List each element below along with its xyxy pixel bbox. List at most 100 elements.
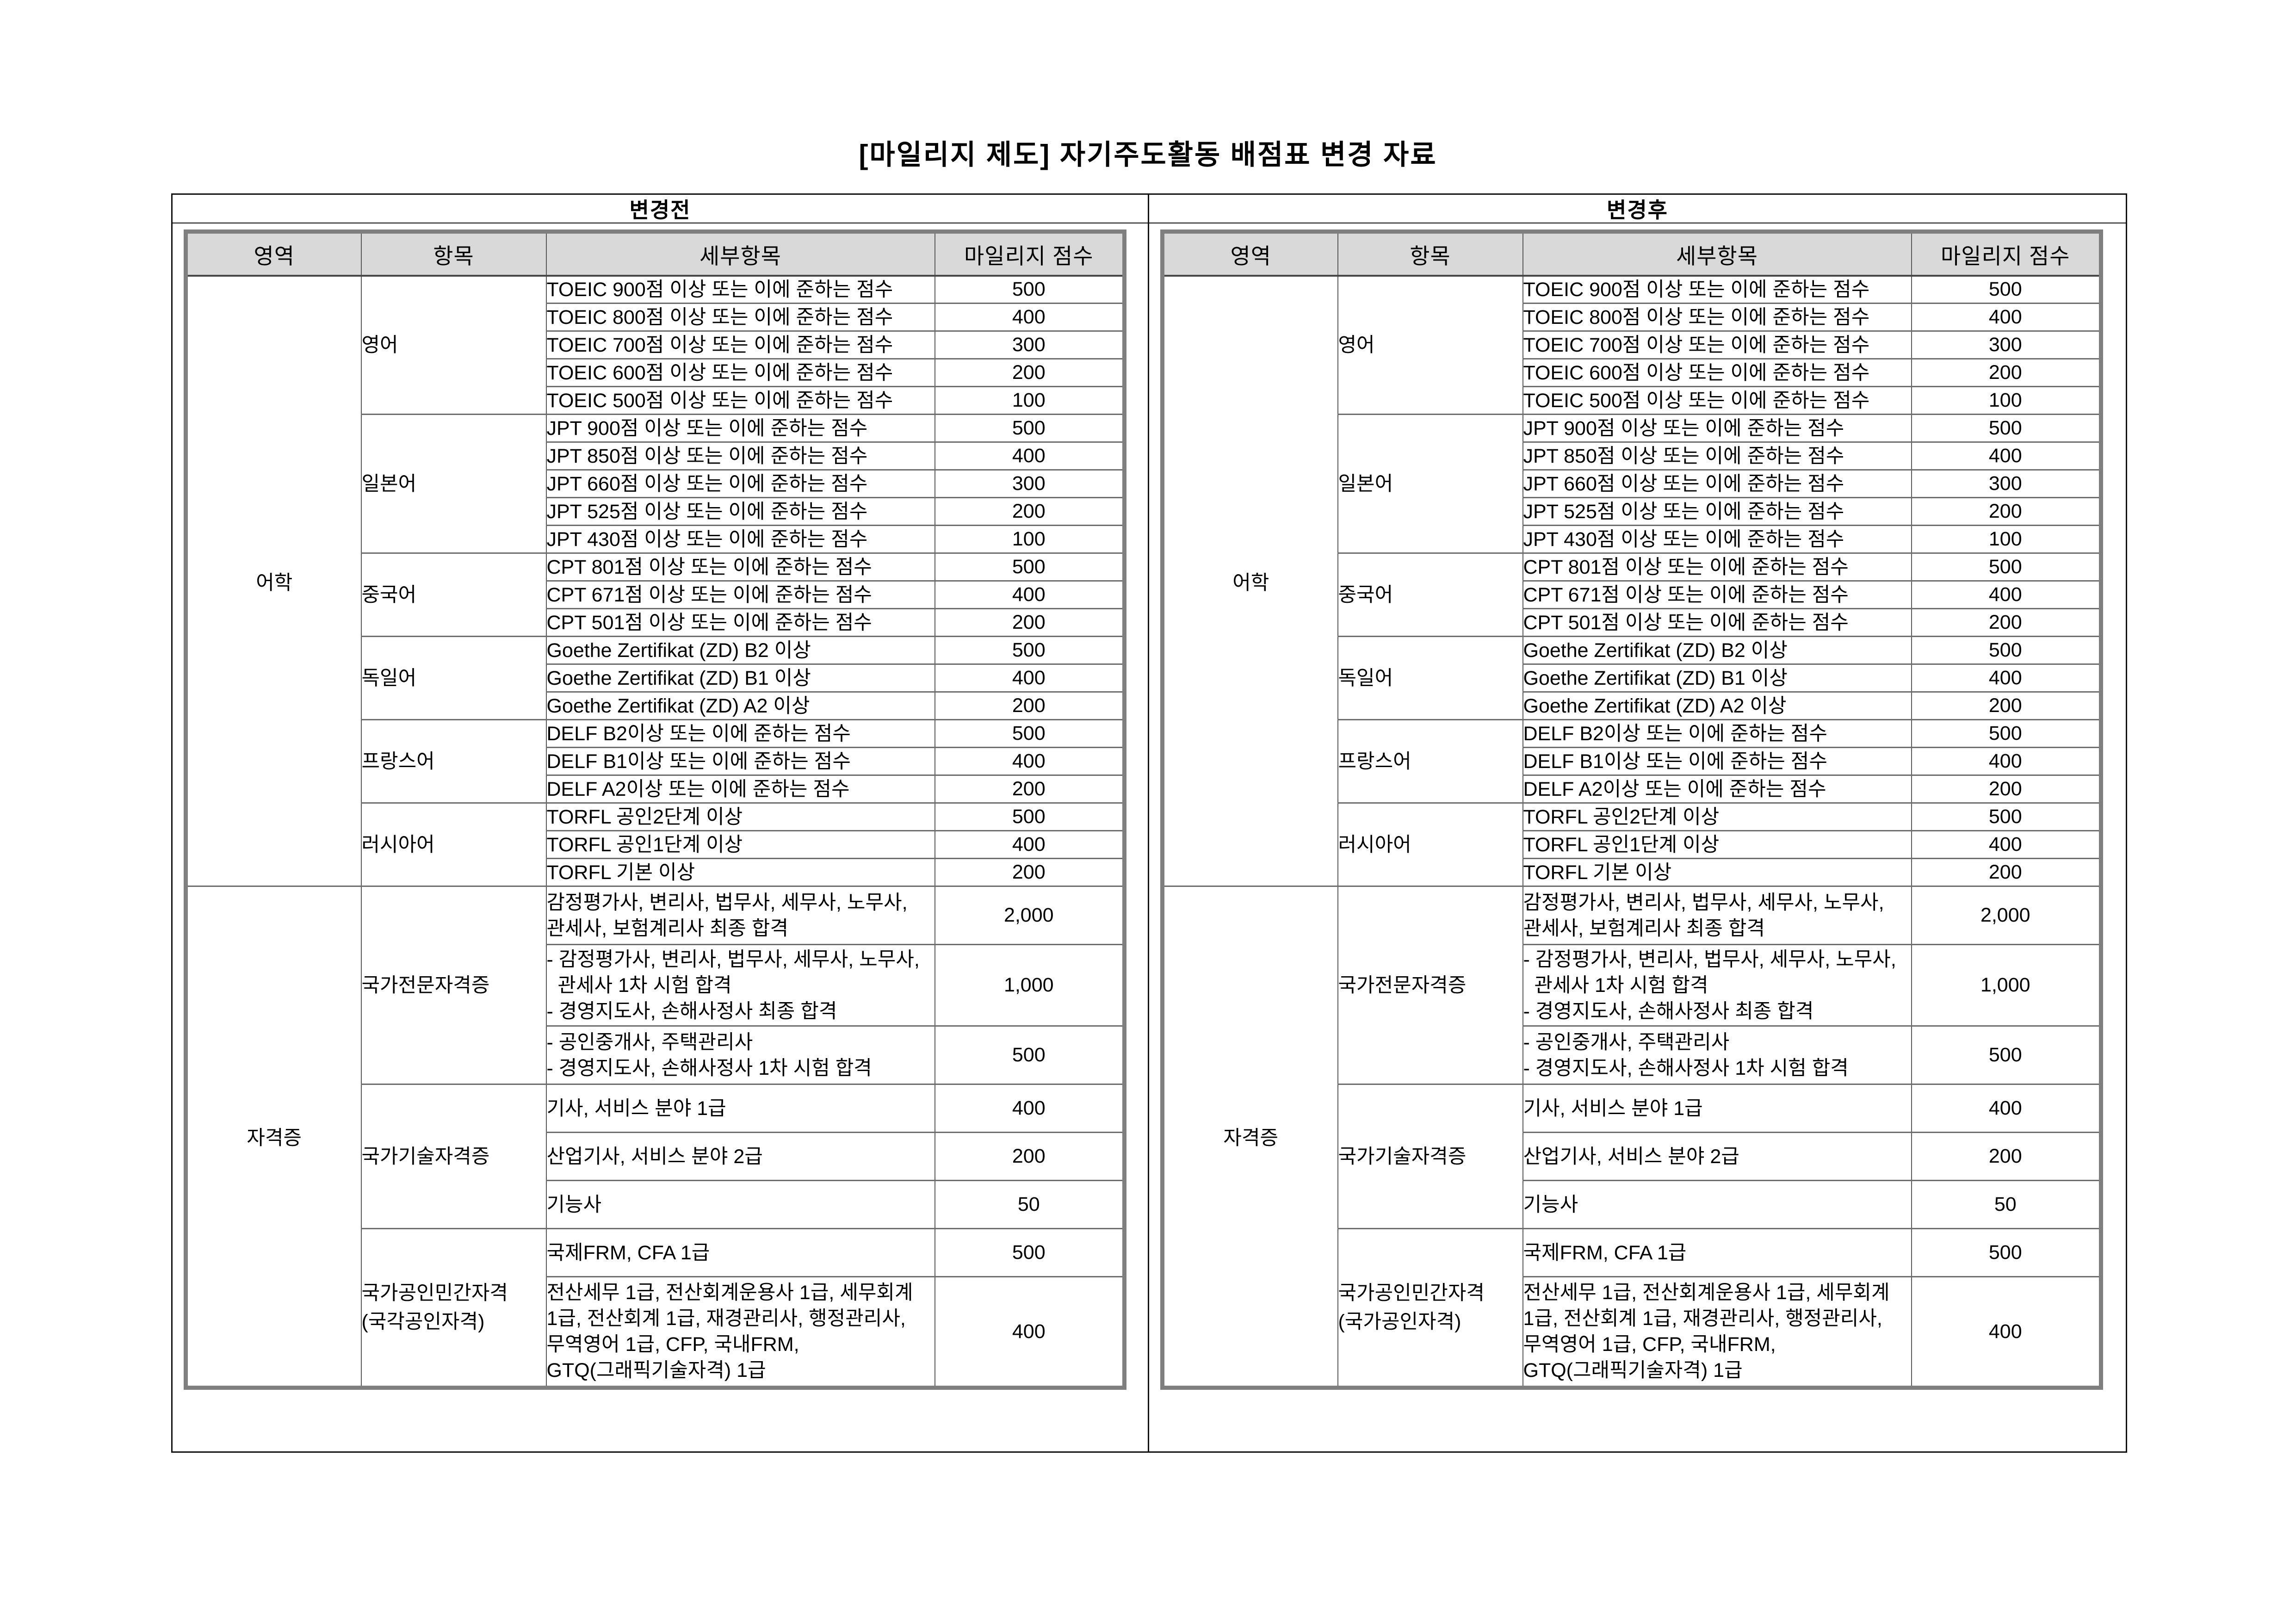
detail-cell: TORFL 공인2단계 이상 bbox=[1522, 802, 1912, 831]
score-cell: 500 bbox=[1911, 275, 2102, 304]
cell-line: GTQ(그래픽기술자격) 1급 bbox=[546, 1359, 766, 1381]
detail-cell: JPT 430점 이상 또는 이에 준하는 점수 bbox=[545, 525, 935, 554]
score-cell: 300 bbox=[934, 469, 1125, 498]
cell-line: - 공인중개사, 주택관리사 bbox=[546, 1031, 753, 1053]
col-header-area: 영역 bbox=[1162, 231, 1338, 277]
detail-cell: Goethe Zertifikat (ZD) B2 이상 bbox=[545, 636, 935, 665]
cell-line: 국가전문자격증 bbox=[1338, 974, 1467, 997]
after-table-wrap: 영역 항목 세부항목 마일리지 점수 어학 영어 TOEIC 900점 이상 또는 … bbox=[1149, 223, 2126, 1451]
detail-cell: 기능사 bbox=[1522, 1180, 1912, 1229]
score-cell: 200 bbox=[1911, 358, 2102, 387]
item-cell: 국가전문자격증 bbox=[1337, 886, 1523, 1085]
table-row: 프랑스어 DELF B2이상 또는 이에 준하는 점수 500 bbox=[1163, 719, 2102, 804]
detail-cell: JPT 660점 이상 또는 이에 준하는 점수 bbox=[1522, 469, 1912, 498]
score-cell: 2,000 bbox=[934, 886, 1125, 945]
cell-line: Goethe Zertifikat (ZD) B2 이상 bbox=[1523, 639, 1788, 662]
detail-cell: - 공인중개사, 주택관리사 - 경영지도사, 손해사정사 1차 시험 합격 bbox=[1522, 1025, 1912, 1085]
score-cell: 500 bbox=[934, 802, 1125, 831]
score-cell: 200 bbox=[934, 608, 1125, 637]
detail-cell: JPT 430점 이상 또는 이에 준하는 점수 bbox=[1522, 525, 1912, 554]
table-row: Goethe Zertifikat (ZD) B1 이상 400 bbox=[1163, 663, 2102, 693]
cell-line: 관세사 1차 시험 합격 bbox=[546, 974, 732, 997]
cell-line: JPT 525점 이상 또는 이에 준하는 점수 bbox=[1523, 500, 1844, 523]
cell-line: TORFL 공인2단계 이상 bbox=[1523, 805, 1720, 828]
detail-cell: CPT 671점 이상 또는 이에 준하는 점수 bbox=[545, 580, 935, 609]
table-row: CPT 671점 이상 또는 이에 준하는 점수 400 bbox=[1163, 580, 2102, 609]
score-cell: 100 bbox=[1911, 386, 2102, 415]
item-cell: 중국어 bbox=[1337, 552, 1523, 637]
score-cell: 400 bbox=[934, 830, 1125, 859]
item-cell: 국가공인민간자격 (국가공인자격) bbox=[1337, 1228, 1523, 1388]
comparison-box: 변경전 영역 항목 세부항목 마일리지 점수 어학 영어 TOEIC 90 bbox=[171, 193, 2127, 1453]
table-row: 기능사 50 bbox=[1163, 1180, 2102, 1229]
detail-cell: JPT 525점 이상 또는 이에 준하는 점수 bbox=[545, 497, 935, 526]
detail-cell: CPT 801점 이상 또는 이에 준하는 점수 bbox=[545, 552, 935, 582]
score-cell: 500 bbox=[934, 414, 1125, 443]
score-cell: 500 bbox=[1911, 802, 2102, 831]
table-row: 일본어 JPT 900점 이상 또는 이에 준하는 점수 500 bbox=[1163, 414, 2102, 554]
score-cell: 100 bbox=[934, 386, 1125, 415]
table-row: DELF A2이상 또는 이에 준하는 점수 200 bbox=[186, 774, 1125, 804]
score-cell: 400 bbox=[1911, 303, 2102, 332]
table-row: 국가공인민간자격 (국가공인자격) 국제FRM, CFA 1급 500 bbox=[1163, 1228, 2102, 1388]
table-row: Goethe Zertifikat (ZD) A2 이상 200 bbox=[186, 691, 1125, 720]
table-row: TORFL 기본 이상 200 bbox=[1163, 858, 2102, 887]
cell-line: TOEIC 600점 이상 또는 이에 준하는 점수 bbox=[546, 361, 893, 384]
cell-line: JPT 900점 이상 또는 이에 준하는 점수 bbox=[546, 417, 868, 440]
table-row: - 공인중개사, 주택관리사 - 경영지도사, 손해사정사 1차 시험 합격 500 bbox=[1163, 1025, 2102, 1085]
cell-line: CPT 801점 이상 또는 이에 준하는 점수 bbox=[1523, 556, 1849, 578]
score-cell: 400 bbox=[934, 303, 1125, 332]
detail-cell: TOEIC 900점 이상 또는 이에 준하는 점수 bbox=[545, 275, 935, 304]
table-row: TOEIC 700점 이상 또는 이에 준하는 점수 300 bbox=[186, 330, 1125, 359]
detail-cell: 감정평가사, 변리사, 법무사, 세무사, 노무사, 관세사, 보험계리사 최종 … bbox=[1522, 886, 1912, 945]
item-cell: 국가기술자격증 bbox=[1337, 1084, 1523, 1229]
detail-cell: JPT 900점 이상 또는 이에 준하는 점수 bbox=[545, 414, 935, 443]
item-cell: 중국어 bbox=[360, 552, 547, 637]
cell-line: 관세사, 보험계리사 최종 합격 bbox=[1523, 917, 1765, 940]
item-cell: 영어 bbox=[360, 275, 547, 415]
score-cell: 200 bbox=[934, 774, 1125, 804]
table-row: TOEIC 700점 이상 또는 이에 준하는 점수 300 bbox=[1163, 330, 2102, 359]
table-row: - 공인중개사, 주택관리사 - 경영지도사, 손해사정사 1차 시험 합격 500 bbox=[186, 1025, 1125, 1085]
detail-cell: TOEIC 600점 이상 또는 이에 준하는 점수 bbox=[545, 358, 935, 387]
detail-cell: JPT 900점 이상 또는 이에 준하는 점수 bbox=[1522, 414, 1912, 443]
after-table: 영역 항목 세부항목 마일리지 점수 어학 영어 TOEIC 900점 이상 또는 … bbox=[1160, 229, 2103, 1390]
cell-line: CPT 671점 이상 또는 이에 준하는 점수 bbox=[546, 583, 872, 606]
score-cell: 100 bbox=[934, 525, 1125, 554]
after-panel: 변경후 영역 항목 세부항목 마일리지 점수 어학 영어 TOEIC 90 bbox=[1149, 195, 2126, 1451]
detail-cell: Goethe Zertifikat (ZD) B2 이상 bbox=[1522, 636, 1912, 665]
col-header-item: 항목 bbox=[360, 231, 547, 277]
col-header-detail: 세부항목 bbox=[1522, 231, 1912, 277]
table-row: TOEIC 500점 이상 또는 이에 준하는 점수 100 bbox=[186, 386, 1125, 415]
cell-line: 영어 bbox=[361, 334, 398, 356]
cell-line: 프랑스어 bbox=[1338, 750, 1411, 773]
score-cell: 400 bbox=[934, 441, 1125, 471]
cell-line: Goethe Zertifikat (ZD) B1 이상 bbox=[1523, 667, 1788, 689]
cell-line: 전산세무 1급, 전산회계운용사 1급, 세무회계 bbox=[546, 1282, 913, 1304]
cell-line: DELF B2이상 또는 이에 준하는 점수 bbox=[1523, 722, 1827, 745]
table-row: TORFL 공인1단계 이상 400 bbox=[1163, 830, 2102, 859]
score-cell: 100 bbox=[1911, 525, 2102, 554]
before-table-wrap: 영역 항목 세부항목 마일리지 점수 어학 영어 TOEIC 900점 이상 또는 … bbox=[173, 223, 1148, 1451]
item-cell: 일본어 bbox=[1337, 414, 1523, 554]
detail-cell: DELF B2이상 또는 이에 준하는 점수 bbox=[545, 719, 935, 748]
table-row: 일본어 JPT 900점 이상 또는 이에 준하는 점수 500 bbox=[186, 414, 1125, 554]
area-cell: 어학 bbox=[1162, 275, 1338, 887]
before-table: 영역 항목 세부항목 마일리지 점수 어학 영어 TOEIC 900점 이상 또는 … bbox=[184, 229, 1126, 1390]
table-row: 독일어 Goethe Zertifikat (ZD) B2 이상 500 bbox=[1163, 636, 2102, 720]
table-row: 국가공인민간자격 (국각공인자격) 국제FRM, CFA 1급 500 bbox=[186, 1228, 1125, 1388]
cell-line: 1급, 전산회계 1급, 재경관리사, 행정관리사, bbox=[546, 1307, 906, 1330]
table-row: Goethe Zertifikat (ZD) A2 이상 200 bbox=[1163, 691, 2102, 720]
detail-cell: TORFL 기본 이상 bbox=[545, 858, 935, 887]
page-title: [마일리지 제도] 자기주도활동 배점표 변경 자료 bbox=[859, 139, 1437, 170]
score-cell: 500 bbox=[1911, 636, 2102, 665]
detail-cell: TOEIC 900점 이상 또는 이에 준하는 점수 bbox=[1522, 275, 1912, 304]
detail-cell: DELF B1이상 또는 이에 준하는 점수 bbox=[1522, 747, 1912, 776]
detail-cell: JPT 850점 이상 또는 이에 준하는 점수 bbox=[1522, 441, 1912, 471]
cell-line: TORFL 공인1단계 이상 bbox=[546, 833, 743, 856]
cell-line: - 감정평가사, 변리사, 법무사, 세무사, 노무사, bbox=[1523, 948, 1896, 971]
cell-line: 러시아어 bbox=[1338, 833, 1411, 856]
cell-line: - 경영지도사, 손해사정사 최종 합격 bbox=[546, 1000, 837, 1022]
item-cell: 독일어 bbox=[1337, 636, 1523, 720]
